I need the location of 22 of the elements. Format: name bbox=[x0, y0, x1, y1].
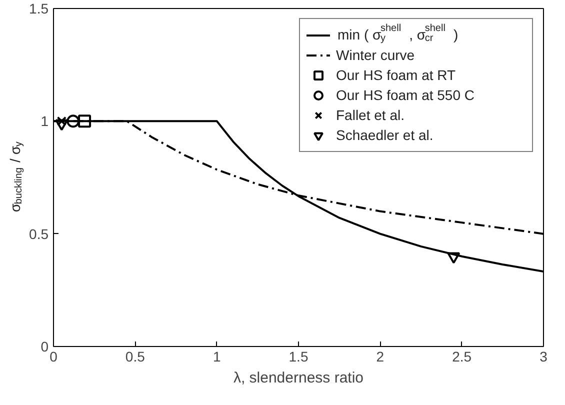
point bbox=[78, 114, 92, 128]
x-tick-label: 3 bbox=[540, 348, 548, 364]
point bbox=[55, 119, 68, 131]
x-tick-label: 2 bbox=[376, 348, 384, 364]
point bbox=[447, 252, 460, 264]
legend-label: Our HS foam at 550 C bbox=[336, 86, 476, 105]
legend-label: Our HS foam at RT bbox=[336, 66, 457, 85]
point bbox=[66, 114, 80, 128]
x-tick-label: 1 bbox=[212, 348, 221, 364]
y-tick-label: 1.5 bbox=[29, 0, 49, 16]
point bbox=[56, 116, 67, 126]
legend-label: Fallet et al. bbox=[336, 106, 406, 125]
x-tick-label: 1.5 bbox=[288, 348, 308, 364]
legend-label: Schaedler et al. bbox=[336, 126, 434, 145]
y-tick-label: 0 bbox=[40, 338, 49, 354]
x-tick-label: 0.5 bbox=[125, 348, 146, 364]
legend-label: Winter curve bbox=[336, 46, 416, 65]
x-axis-title: λ, slenderness ratio bbox=[233, 370, 364, 386]
y-tick-label: 1 bbox=[40, 113, 49, 130]
y-tick-label: 0.5 bbox=[29, 226, 49, 242]
y-axis-title: σbuckling / σy bbox=[6, 142, 24, 212]
x-tick-label: 2.5 bbox=[452, 348, 472, 364]
